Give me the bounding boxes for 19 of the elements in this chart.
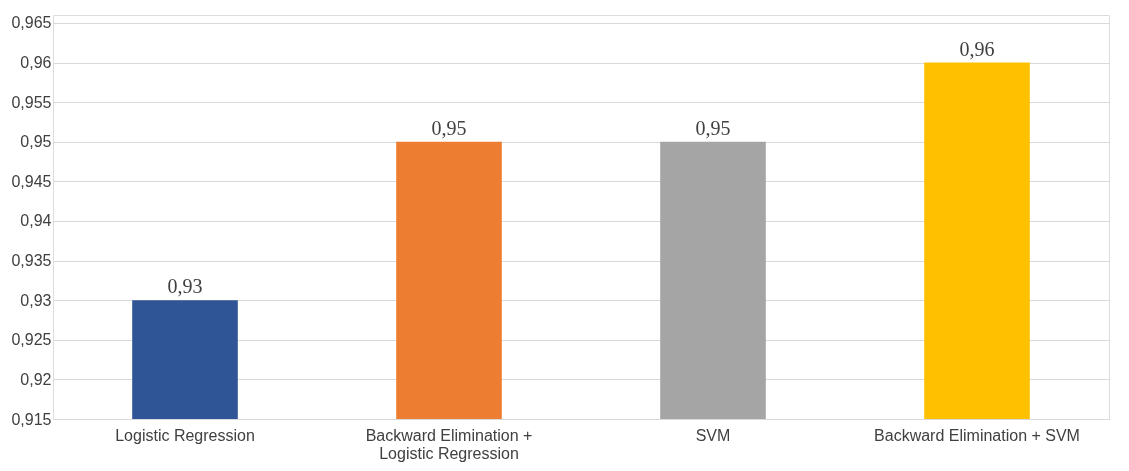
y-tick-label: 0,92 bbox=[20, 370, 52, 388]
y-tick-label: 0,935 bbox=[11, 252, 52, 270]
y-tick-label: 0,955 bbox=[11, 93, 52, 111]
x-tick-label: Backward Elimination + SVM bbox=[874, 426, 1080, 444]
y-tick-label: 0,945 bbox=[11, 172, 52, 190]
y-tick-label: 0,93 bbox=[20, 291, 52, 309]
y-tick-label: 0,965 bbox=[11, 14, 52, 32]
data-label: 0,96 bbox=[959, 37, 995, 60]
x-tick-label: Logistic Regression bbox=[115, 426, 255, 444]
y-tick-label: 0,925 bbox=[11, 331, 52, 349]
y-tick-label: 0,94 bbox=[20, 212, 52, 230]
y-tick-label: 0,96 bbox=[20, 54, 52, 72]
data-label: 0,95 bbox=[431, 116, 467, 139]
y-tick-label: 0,95 bbox=[20, 133, 52, 151]
data-label: 0,93 bbox=[167, 275, 203, 298]
y-tick-label: 0,915 bbox=[11, 410, 52, 428]
x-tick-label: SVM bbox=[695, 426, 731, 444]
data-label: 0,95 bbox=[695, 116, 731, 139]
x-tick-label: Backward Elimination + Logistic Regression bbox=[365, 426, 533, 462]
